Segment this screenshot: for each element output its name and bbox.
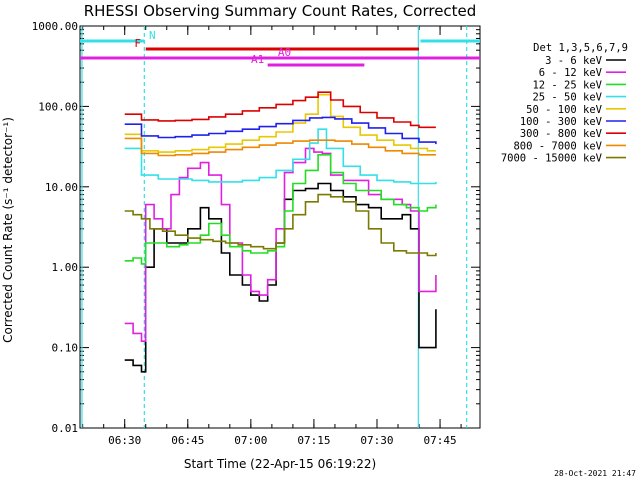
legend-entry-label: 12 - 25 keV [532,79,602,91]
x-tick-label: 07:30 [360,434,393,447]
series-line-50-100-keV [124,93,436,153]
x-tick-label: 06:45 [171,434,204,447]
x-tick-label: 07:15 [297,434,330,447]
y-tick-label: 100.00 [38,100,78,113]
series-line-100-300-keV [124,116,437,145]
series-line-12-25-keV [124,154,437,265]
y-tick-label: 0.10 [52,342,79,355]
series-line-7000-15000-keV [124,193,437,257]
plot-timestamp: 28-Oct-2021 21:47 [554,469,636,478]
flag-label-A0: A0 [278,46,291,59]
flag-label-N: N [149,29,156,42]
legend-entry-label: 3 - 6 keV [545,55,603,67]
legend-entry-label: 50 - 100 keV [526,104,603,116]
y-tick-label: 10.00 [45,181,78,194]
flag-label-F: F [134,37,141,50]
series-line-3-6-keV [124,182,437,373]
series-line-300-800-keV [124,91,436,129]
x-tick-label: 06:30 [108,434,141,447]
series-line-25-50-keV [124,128,437,185]
legend-entry-label: 300 - 800 keV [520,128,603,140]
y-tick-label: 1000.00 [32,20,78,33]
x-axis-label: Start Time (22-Apr-15 06:19:22) [184,457,376,471]
plot-frame [79,25,481,429]
y-tick-label: 0.01 [52,422,79,435]
y-axis-label: Corrected Count Rate (s⁻¹ detector⁻¹) [1,117,15,343]
legend-entry-label: 25 - 50 keV [532,92,602,104]
chart-title: RHESSI Observing Summary Count Rates, Co… [84,2,477,20]
y-tick-label: 1.00 [52,261,79,274]
legend-title: Det 1,3,5,6,7,9 [533,42,628,54]
legend-entry-label: 800 - 7000 keV [513,140,602,152]
legend-entry-label: 7000 - 15000 keV [501,153,603,165]
plot-area: 0.01 0.10 1.00 10.00 100.00 1000.00 06:30 06:45… [32,20,481,447]
x-tick-label: 07:45 [423,434,456,447]
x-tick-label: 07:00 [234,434,267,447]
series-line-800-7000-keV [124,137,436,157]
legend-entry-label: 6 - 12 keV [539,67,603,79]
legend-entry-label: 100 - 300 keV [520,116,603,128]
flag-label-A1: A1 [251,53,264,66]
